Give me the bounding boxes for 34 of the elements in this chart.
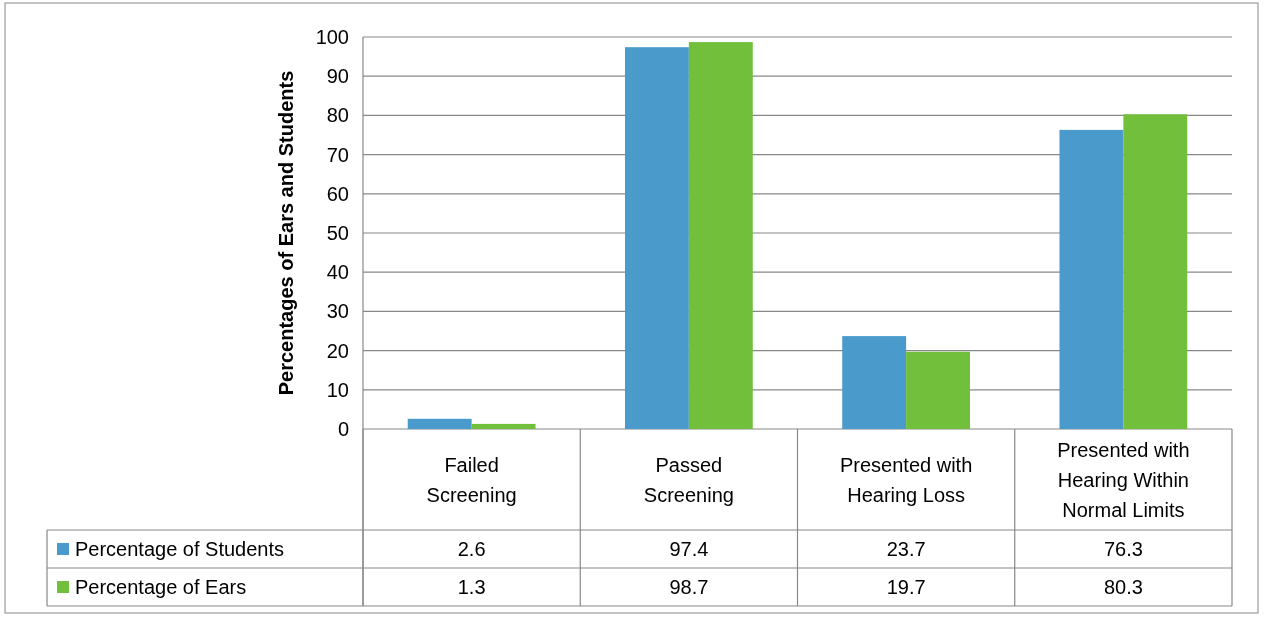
bar: [1059, 129, 1124, 429]
y-tick-label: 60: [326, 182, 349, 205]
x-tick-label: Presented with Hearing Loss: [839, 453, 973, 506]
y-tick-label: 90: [326, 65, 349, 88]
x-tick-label: Passed Screening: [643, 453, 734, 506]
bar: [624, 47, 689, 429]
x-tick-label: Presented with Hearing Within Normal Limits: [1057, 438, 1190, 521]
legend-label: Percentage of Students: [75, 538, 285, 560]
y-tick-label: 30: [326, 300, 349, 323]
y-tick-label: 50: [326, 222, 349, 244]
legend-label: Percentage of Ears: [75, 576, 247, 598]
y-tick-label: 10: [326, 378, 349, 401]
data-label: 97.4: [669, 538, 709, 560]
data-label: 23.7: [886, 538, 926, 560]
bar: [1123, 114, 1188, 429]
data-label: 98.7: [669, 576, 709, 598]
y-tick-label: 100: [315, 26, 349, 48]
data-label: 80.3: [1103, 576, 1143, 598]
y-tick-label: 80: [326, 104, 349, 127]
data-label: 1.3: [457, 576, 486, 598]
bar: [906, 351, 971, 429]
y-tick-label: 20: [326, 339, 349, 362]
y-axis-title: Percentages of Ears and Students: [275, 70, 297, 396]
x-tick-label: Failed Screening: [426, 453, 517, 506]
data-label: 19.7: [886, 576, 926, 598]
bar: [471, 423, 536, 429]
y-tick-label: 70: [326, 143, 349, 166]
data-label: 76.3: [1103, 538, 1143, 560]
y-tick-label: 40: [326, 261, 349, 284]
data-label: 2.6: [457, 538, 486, 560]
y-tick-label: 0: [337, 418, 349, 440]
bar: [407, 418, 472, 429]
bar: [688, 42, 753, 429]
bar: [842, 336, 907, 429]
